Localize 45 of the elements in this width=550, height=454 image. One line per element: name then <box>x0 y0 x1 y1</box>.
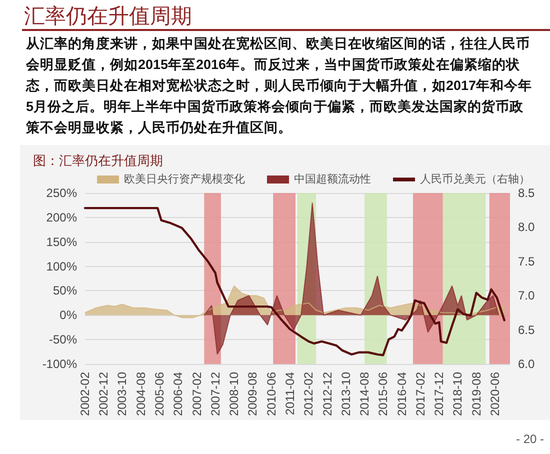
x-tick-label: 2006-04 <box>171 372 186 416</box>
y2-tick-label: 7.0 <box>518 288 536 303</box>
y-tick-label: 0% <box>60 308 78 322</box>
x-tick-label: 2002-02 <box>78 372 92 416</box>
y-tick-label: 100% <box>46 259 78 274</box>
chart-title: 汇率仍在升值周期 <box>24 3 192 30</box>
y2-tick-label: 6.5 <box>518 322 536 337</box>
y2-tick-label: 8.0 <box>518 220 536 234</box>
x-tick-label: 2004-08 <box>134 372 148 416</box>
x-tick-label: 2005-06 <box>152 372 166 416</box>
x-tick-label: 2009-08 <box>246 372 260 416</box>
chart-subtitle: 图：汇率仍在升值周期 <box>33 153 163 168</box>
y-tick-label: -100% <box>42 357 78 371</box>
x-tick-label: 2020-06 <box>488 372 502 416</box>
x-tick-label: 2007-12 <box>208 372 222 416</box>
x-tick-label: 2017-02 <box>414 372 428 416</box>
y-tick-label: 150% <box>46 234 78 249</box>
text: - 20 - <box>516 432 544 446</box>
x-tick-label: 2010-06 <box>264 372 278 416</box>
x-tick-label: 2014-08 <box>357 372 372 416</box>
y-tick-label: -50% <box>48 332 78 347</box>
x-tick-label: 2018-10 <box>450 372 465 416</box>
y2-tick-label: 7.5 <box>518 254 536 268</box>
x-tick-label: 2017-12 <box>432 372 446 416</box>
y2-tick-label: 8.5 <box>518 186 536 200</box>
y-tick-label: 50% <box>52 284 78 298</box>
line-series <box>84 206 506 356</box>
x-tick-label: 2013-10 <box>338 372 353 416</box>
y-tick-label: 250% <box>46 186 78 200</box>
x-tick-label: 2016-04 <box>394 372 409 416</box>
text: 从汇率的角度来讲，如果中国处在宽松区间、欧美日在收缩区间的话，往往人民币会明显贬值，例如2015年至2016年。而反过来，当中国货币政策处在偏紧缩的状态，而欧美日处在相对宽松状态之时，则人民币倾向于大幅升值，如2017年和今年5月份之后。明年上半年中国货币政策将会倾向于偏紧，而欧美发达国家的货币政策不会明显收紧，人民币仍处在升值区间。 <box>26 35 534 137</box>
y-tick-label: 200% <box>46 210 78 224</box>
x-tick-label: 2007-02 <box>190 372 204 416</box>
x-tick-label: 2011-04 <box>282 372 297 416</box>
x-tick-label: 2015-06 <box>376 372 390 416</box>
legend-label: 人民币兑美元（右轴） <box>420 172 530 186</box>
x-tick-label: 2002-12 <box>96 372 111 416</box>
y2-tick-label: 6.0 <box>518 357 536 371</box>
legend-label: 欧美日央行资产规模变化 <box>124 172 245 186</box>
x-tick-label: 2003-10 <box>115 372 130 416</box>
x-tick-label: 2012-02 <box>302 372 316 416</box>
x-tick-label: 2008-10 <box>227 372 242 416</box>
legend-label: 中国超额流动性 <box>294 172 371 186</box>
x-tick-label: 2012-12 <box>320 372 334 416</box>
x-tick-label: 2019-08 <box>469 372 484 416</box>
